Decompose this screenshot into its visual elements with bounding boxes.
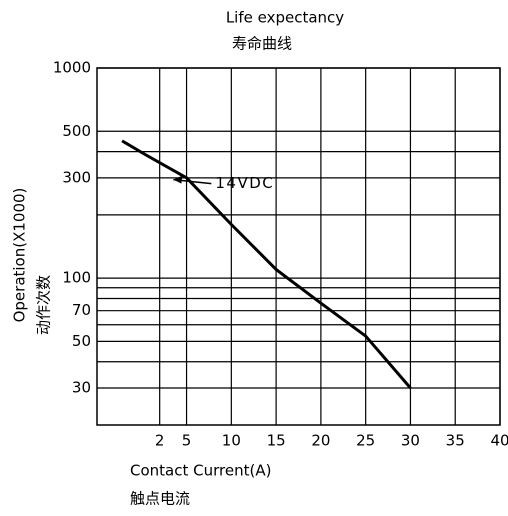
y-tick-label: 100 [62,269,91,287]
x-axis-label-cn: 触点电流 [130,490,190,508]
x-tick-label: 40 [490,432,508,450]
curve [121,139,412,389]
x-axis-label: Contact Current(A) [130,462,271,480]
y-axis-label: Operation(X1000) [11,188,29,323]
y-tick-label: 500 [62,122,91,140]
y-tick-label: 1000 [53,59,91,77]
x-tick-label: 20 [311,432,330,450]
x-tick-label: 35 [446,432,465,450]
series-label: 14VDC [215,174,274,192]
x-tick-label: 30 [401,432,420,450]
x-tick-label: 2 [155,432,165,450]
chart-title: Life expectancy [226,9,344,27]
y-tick-label: 300 [62,168,91,186]
annotation-arrow [173,175,183,184]
y-tick-label: 50 [72,332,91,350]
plot-frame [96,67,501,426]
x-tick-label: 15 [267,432,286,450]
x-tick-label: 10 [222,432,241,450]
x-tick-label: 25 [356,432,375,450]
chart-subtitle: 寿命曲线 [232,35,292,53]
y-tick-label: 30 [72,378,91,396]
y-axis-label-cn: 动作次数 [35,275,53,335]
x-tick-label: 5 [182,432,192,450]
y-tick-label: 70 [72,301,91,319]
